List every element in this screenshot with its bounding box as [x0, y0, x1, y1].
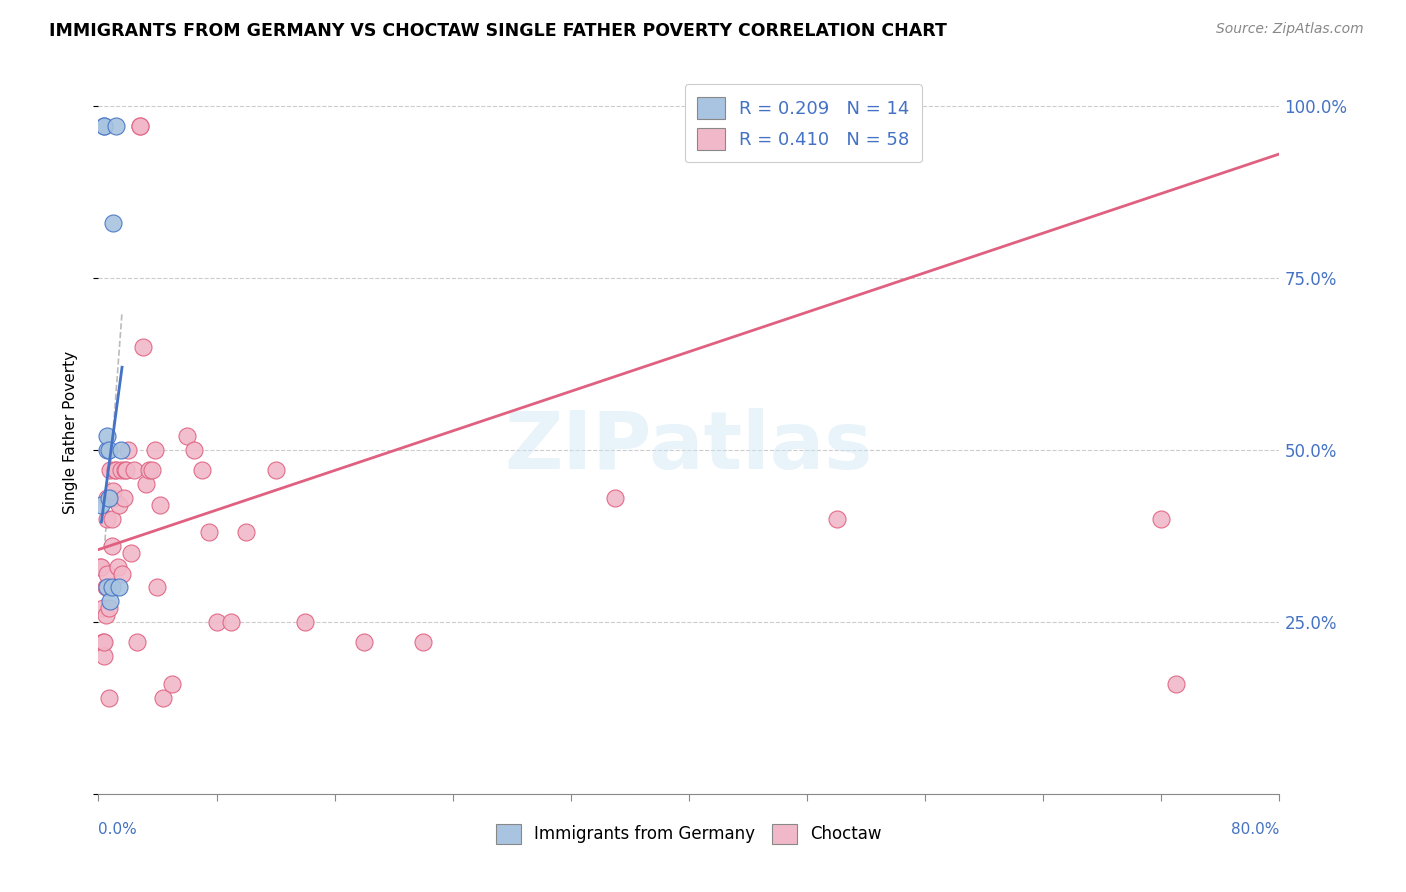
Point — [114, 463, 136, 477]
Y-axis label: Single Father Poverty: Single Father Poverty — [63, 351, 77, 514]
Point — [294, 615, 316, 629]
Point — [108, 498, 131, 512]
Point — [128, 120, 150, 134]
Point — [93, 120, 115, 134]
Point — [353, 635, 375, 649]
Point — [235, 525, 257, 540]
Point — [605, 491, 627, 505]
Point — [89, 559, 111, 574]
Point — [125, 635, 148, 649]
Point — [122, 463, 145, 477]
Point — [96, 491, 118, 505]
Point — [149, 498, 172, 512]
Point — [96, 429, 118, 443]
Point — [162, 677, 183, 691]
Point — [98, 491, 121, 505]
Point — [104, 463, 127, 477]
Legend: Immigrants from Germany, Choctaw: Immigrants from Germany, Choctaw — [489, 817, 889, 851]
Point — [98, 594, 121, 608]
Point — [90, 498, 112, 512]
Point — [96, 511, 118, 525]
Point — [205, 615, 228, 629]
Point — [264, 463, 287, 477]
Point — [111, 566, 134, 581]
Point — [176, 429, 198, 443]
Point — [97, 491, 120, 505]
Point — [103, 491, 125, 505]
Point — [96, 581, 118, 595]
Point — [100, 539, 122, 553]
Point — [96, 566, 118, 581]
Point — [143, 442, 166, 457]
Point — [120, 546, 142, 560]
Point — [825, 511, 848, 525]
Point — [152, 690, 174, 705]
Point — [108, 581, 131, 595]
Point — [110, 463, 132, 477]
Point — [191, 463, 214, 477]
Point — [221, 615, 243, 629]
Point — [97, 601, 120, 615]
Point — [100, 511, 122, 525]
Point — [91, 635, 114, 649]
Point — [90, 559, 112, 574]
Point — [96, 442, 118, 457]
Point — [183, 442, 205, 457]
Point — [132, 340, 155, 354]
Point — [412, 635, 434, 649]
Point — [93, 635, 115, 649]
Point — [94, 607, 117, 622]
Point — [135, 477, 157, 491]
Point — [93, 649, 115, 664]
Point — [128, 120, 150, 134]
Point — [94, 581, 117, 595]
Text: 0.0%: 0.0% — [98, 822, 138, 837]
Point — [97, 690, 120, 705]
Point — [112, 491, 135, 505]
Point — [146, 581, 169, 595]
Text: IMMIGRANTS FROM GERMANY VS CHOCTAW SINGLE FATHER POVERTY CORRELATION CHART: IMMIGRANTS FROM GERMANY VS CHOCTAW SINGL… — [49, 22, 948, 40]
Point — [93, 120, 115, 134]
Point — [100, 581, 122, 595]
Point — [105, 463, 128, 477]
Text: Source: ZipAtlas.com: Source: ZipAtlas.com — [1216, 22, 1364, 37]
Point — [198, 525, 221, 540]
Point — [1150, 511, 1173, 525]
Point — [97, 442, 120, 457]
Point — [107, 559, 129, 574]
Point — [1166, 677, 1188, 691]
Point — [105, 120, 128, 134]
Point — [91, 601, 114, 615]
Point — [117, 442, 139, 457]
Text: ZIPatlas: ZIPatlas — [505, 408, 873, 486]
Point — [98, 463, 121, 477]
Point — [110, 442, 132, 457]
Text: 80.0%: 80.0% — [1232, 822, 1279, 837]
Point — [103, 216, 125, 230]
Point — [115, 463, 138, 477]
Point — [138, 463, 160, 477]
Point — [103, 484, 125, 499]
Point — [141, 463, 163, 477]
